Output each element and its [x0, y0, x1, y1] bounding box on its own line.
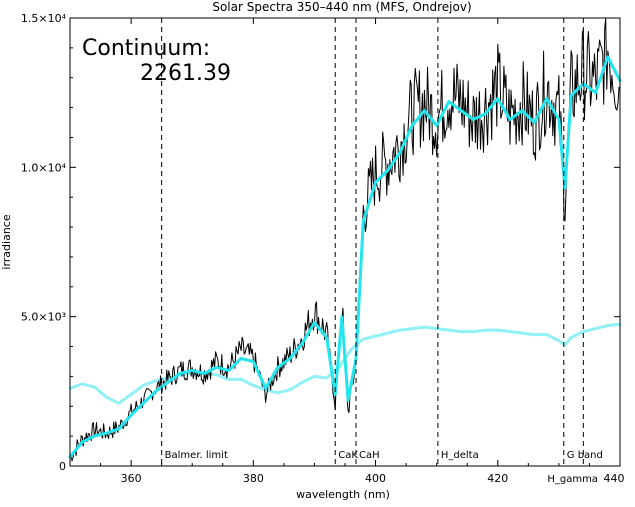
plot-area: Balmer. limit CaK CaH H_delta G band H_gamma [68, 17, 622, 485]
x-tick-label-2: 400 [365, 472, 386, 485]
x-tick-label-3: 420 [487, 472, 508, 485]
y-tick-label-1: 5.0×10³ [21, 311, 66, 324]
marker-label-2: CaH [359, 450, 380, 461]
chart-title: Solar Spectra 350–440 nm (MFS, Ondrejov) [212, 0, 471, 14]
continuum-label: Continuum: [82, 36, 210, 61]
marker-label-1: CaK [338, 450, 358, 461]
series-line-continuum [68, 322, 622, 405]
series-line-cyan-smooth [68, 55, 622, 459]
y-axis-label: irradiance [0, 214, 13, 269]
continuum-value: 2261.39 [140, 61, 231, 86]
marker-label-4: G band [567, 450, 603, 461]
y-tick-label-3: 1.5×10⁴ [21, 12, 67, 25]
marker-label-5: H_gamma [547, 474, 598, 485]
marker-label-3: H_delta [441, 450, 479, 461]
y-tick-label-2: 1.0×10⁴ [21, 161, 67, 174]
y-tick-label-0: 0 [59, 460, 66, 473]
x-axis-label: wavelength (nm) [296, 488, 390, 501]
x-tick-label-1: 380 [243, 472, 264, 485]
x-tick-label-0: 360 [121, 472, 142, 485]
x-axis: 360 380 400 420 440 [69, 18, 625, 485]
y-axis: 0 5.0×10³ 1.0×10⁴ 1.5×10⁴ [21, 12, 620, 473]
x-tick-label-4: 440 [604, 472, 625, 485]
marker-label-0: Balmer. limit [165, 450, 228, 461]
